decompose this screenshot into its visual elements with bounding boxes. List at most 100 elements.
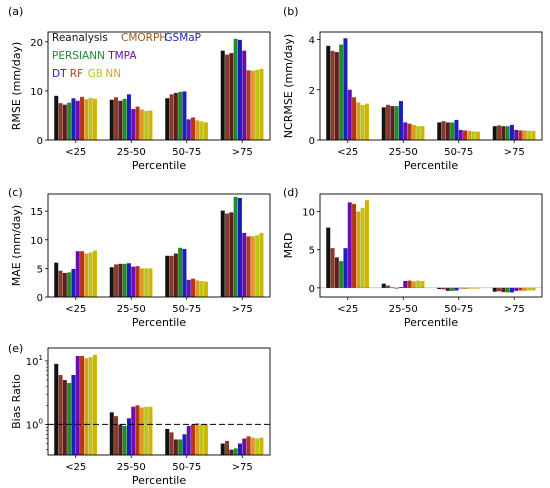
bar [178, 91, 183, 140]
bar [54, 95, 59, 140]
bar [75, 251, 80, 297]
bar [114, 264, 119, 297]
bar [139, 268, 144, 297]
y-tick-label: 10 [302, 208, 315, 219]
bar [356, 211, 361, 288]
bar [250, 437, 255, 455]
x-tick-label: 50-75 [172, 304, 201, 315]
bar [437, 287, 442, 289]
bar [122, 263, 127, 297]
bar [144, 268, 149, 297]
panel-e: (e) <25 25-50 50-75 >75 100 101 Percentile Bias … [8, 342, 271, 487]
bar [411, 281, 416, 288]
bar [173, 92, 178, 140]
bar [255, 69, 260, 140]
bar [386, 285, 391, 288]
bar [165, 428, 170, 455]
bar [148, 406, 153, 455]
bar [471, 131, 476, 140]
bar [381, 107, 386, 140]
bar [58, 375, 63, 455]
bar [58, 270, 63, 297]
y-tick-label: 0 [37, 136, 43, 147]
x-axis-label: Percentile [132, 316, 187, 329]
bar [144, 111, 149, 140]
bar [225, 213, 230, 297]
bar [467, 287, 472, 289]
bar [454, 119, 459, 140]
x-axis-label: Percentile [404, 316, 459, 329]
bar [416, 280, 421, 288]
y-tick-label: 0 [37, 293, 43, 304]
bar [135, 266, 140, 297]
legend-item-rf: RF [70, 68, 83, 80]
bar [182, 91, 187, 140]
bar [242, 232, 247, 297]
y-tick-label: 101 [26, 354, 43, 368]
plot-frame [47, 31, 271, 141]
bar [122, 98, 127, 140]
bar [220, 50, 225, 141]
bar [131, 406, 136, 455]
y-axis-label: NCRMSE (mm/day) [282, 34, 295, 138]
x-tick-label: >75 [232, 147, 253, 158]
bar [420, 126, 425, 140]
bar [75, 100, 80, 140]
bar [509, 124, 514, 140]
y-tick-label: 5 [309, 246, 315, 257]
x-tick-label: 50-75 [444, 147, 473, 158]
plot-frame [47, 193, 271, 298]
legend-item-cmorph: CMORPH [121, 32, 167, 44]
panel-label: (e) [8, 342, 23, 355]
bar [186, 279, 191, 297]
bar [233, 196, 238, 297]
bar [169, 432, 174, 455]
bar [195, 423, 200, 455]
bar [242, 50, 247, 141]
bar [191, 424, 196, 455]
bar [225, 54, 230, 140]
bar [165, 98, 170, 140]
bar [67, 382, 72, 455]
bar [339, 44, 344, 141]
y-axis-label: MAE (mm/day) [10, 205, 23, 286]
legend-item-gsmap: GSMaP [164, 32, 201, 44]
bar [114, 416, 119, 455]
bar [84, 99, 89, 140]
bar [195, 280, 200, 297]
bar [75, 355, 80, 455]
bar [352, 203, 357, 288]
y-axis-label: MRD [282, 233, 295, 259]
bar [186, 425, 191, 455]
bar [398, 287, 403, 288]
bar [242, 438, 247, 455]
bar [441, 121, 446, 140]
bar [407, 123, 412, 140]
panel-d: (d) <25 25-50 50-75 >75 0 5 10 Percentile MRD [282, 186, 543, 329]
bar [92, 98, 97, 140]
bar [518, 130, 523, 140]
bar [114, 97, 119, 140]
bar [199, 280, 204, 297]
bar [364, 103, 369, 140]
bar [475, 287, 480, 289]
bar [445, 287, 450, 291]
bar [352, 97, 357, 140]
bar [509, 287, 514, 293]
bar [467, 130, 472, 140]
bar [334, 257, 339, 288]
y-tick-label: 10 [30, 236, 43, 247]
bar [259, 437, 264, 455]
bar [522, 287, 527, 291]
y-tick-label: 15 [30, 207, 43, 218]
bar [131, 266, 136, 297]
x-tick-label: <25 [65, 304, 86, 315]
bar [88, 357, 93, 455]
bar [173, 439, 178, 455]
bar [88, 252, 93, 297]
bar [182, 248, 187, 297]
bar [347, 89, 352, 140]
panel-label: (a) [8, 5, 23, 18]
bar [199, 424, 204, 455]
bar [471, 287, 476, 289]
